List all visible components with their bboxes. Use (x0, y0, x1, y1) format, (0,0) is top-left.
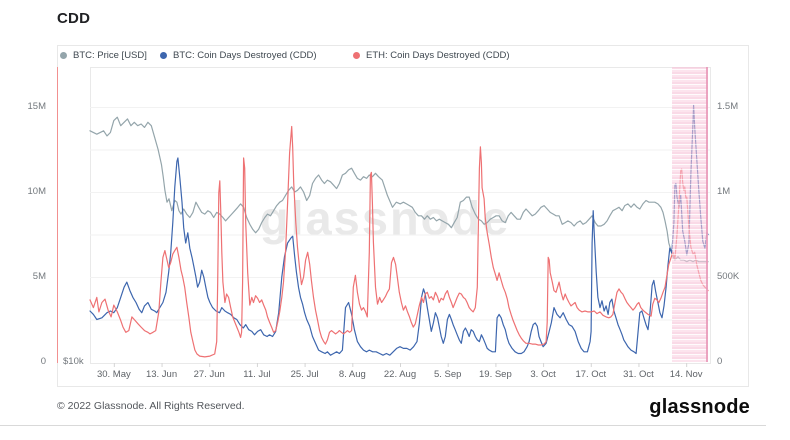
plot-border (90, 67, 711, 364)
legend-dot-icon (60, 52, 67, 59)
x-tick-label: 13. Jun (145, 369, 178, 380)
x-tick-label: 3. Oct (530, 369, 556, 380)
price-axis-line (57, 67, 58, 363)
chart-card (57, 45, 749, 387)
series-line-0 (89, 116, 709, 263)
y-left-tick-label: 10M (27, 186, 46, 197)
glassnode-logo: glassnode (649, 396, 750, 418)
copyright-text: © 2022 Glassnode. All Rights Reserved. (57, 400, 245, 412)
x-tick-label: 17. Oct (575, 369, 607, 380)
page-title: CDD (57, 10, 91, 27)
y-left-tick-label: 5M (32, 271, 46, 282)
y-right-tick-label: 500K (717, 271, 740, 282)
x-tick-label: 19. Sep (479, 369, 512, 380)
y-right-tick-label: 1.5M (717, 101, 739, 112)
legend-dot-icon (353, 52, 360, 59)
x-tick-label: 11. Jul (243, 369, 271, 380)
x-tick-label: 5. Sep (433, 369, 462, 380)
bottom-divider (0, 425, 766, 426)
x-tick-label: 25. Jul (290, 369, 319, 380)
y-right-tick-label: 0 (717, 356, 723, 367)
x-tick-label: 27. Jun (193, 369, 225, 380)
legend-label: ETH: Coin Days Destroyed (CDD) (366, 50, 510, 61)
price-axis-tick-label: $10k (63, 356, 84, 367)
x-tick-label: 14. Nov (669, 369, 703, 380)
legend-label: BTC: Price [USD] (73, 50, 147, 61)
glassnode-watermark: glassnode (259, 191, 511, 245)
y-left-tick-label: 0 (40, 356, 46, 367)
legend-item-eth-cdd[interactable]: ETH: Coin Days Destroyed (CDD) (353, 50, 510, 61)
legend-dot-icon (160, 52, 167, 59)
series-line-2 (89, 125, 709, 358)
x-tick-label: 31. Oct (623, 369, 654, 380)
series-line-1 (89, 104, 709, 356)
x-tick-label: 8. Aug (338, 369, 366, 380)
legend-label: BTC: Coin Days Destroyed (CDD) (173, 50, 317, 61)
y-left-tick-label: 15M (27, 101, 46, 112)
legend-item-btc-cdd[interactable]: BTC: Coin Days Destroyed (CDD) (160, 50, 317, 61)
x-tick-label: 30. May (96, 369, 131, 380)
y-right-tick-label: 1M (717, 186, 731, 197)
legend-item-btc-price[interactable]: BTC: Price [USD] (60, 50, 147, 61)
x-tick-label: 22. Aug (383, 369, 417, 380)
